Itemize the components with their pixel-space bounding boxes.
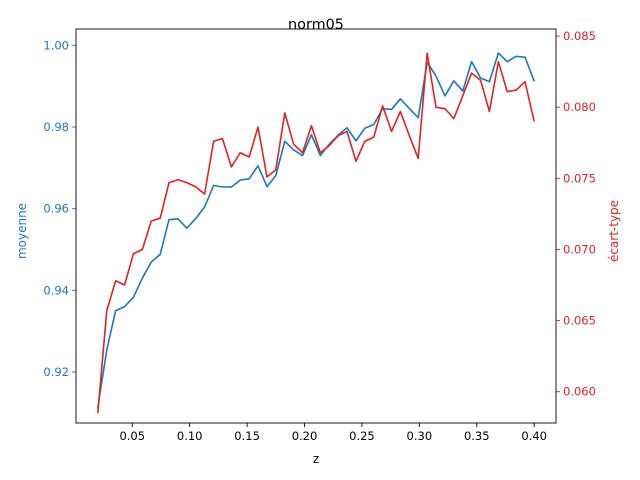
x-tick-label: 0.05 <box>119 429 145 443</box>
y-right-tick-label: 0.080 <box>563 100 596 114</box>
y-right-tick-label: 0.070 <box>563 242 596 256</box>
y-left-tick-label: 0.92 <box>43 365 69 379</box>
series-line-moyenne <box>97 52 535 408</box>
y-left-tick-label: 0.98 <box>43 120 69 134</box>
y-right-axis: 0.060 0.065 0.070 0.075 0.080 0.085 <box>556 29 596 399</box>
x-tick-label: 0.30 <box>407 429 433 443</box>
chart-title: norm05 <box>288 17 344 33</box>
x-tick-label: 0.40 <box>521 429 547 443</box>
plot-frame <box>75 28 557 424</box>
x-axis-label: z <box>313 452 319 466</box>
y-right-tick-label: 0.060 <box>563 385 596 399</box>
x-axis: 0.05 0.10 0.15 0.20 0.25 0.30 0.35 0.40 <box>119 423 547 443</box>
y-right-tick-label: 0.085 <box>563 29 596 43</box>
x-tick-label: 0.25 <box>349 429 375 443</box>
series-line-ecart-type <box>97 52 535 414</box>
y-left-tick-label: 1.00 <box>43 38 69 52</box>
y-left-axis-label: moyenne <box>15 203 29 259</box>
x-tick-label: 0.15 <box>234 429 260 443</box>
x-tick-label: 0.10 <box>177 429 203 443</box>
y-right-tick-label: 0.075 <box>563 171 596 185</box>
x-tick-label: 0.35 <box>464 429 490 443</box>
y-left-axis: 0.92 0.94 0.96 0.98 1.00 <box>43 38 76 379</box>
y-right-axis-label: écart-type <box>607 200 621 262</box>
x-tick-label: 0.20 <box>292 429 318 443</box>
y-left-tick-label: 0.96 <box>43 202 69 216</box>
y-left-tick-label: 0.94 <box>43 283 69 297</box>
series-layer <box>97 52 535 414</box>
y-right-tick-label: 0.065 <box>563 314 596 328</box>
